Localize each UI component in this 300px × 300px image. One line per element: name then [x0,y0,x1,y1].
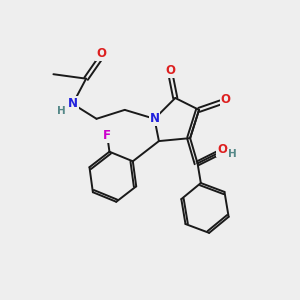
Text: F: F [103,129,111,142]
Text: O: O [96,47,106,60]
Text: N: N [149,112,160,125]
Text: O: O [217,143,227,156]
Text: H: H [57,106,66,116]
Text: O: O [166,64,176,77]
Text: N: N [68,98,78,110]
Text: O: O [221,93,231,106]
Text: H: H [228,149,236,160]
